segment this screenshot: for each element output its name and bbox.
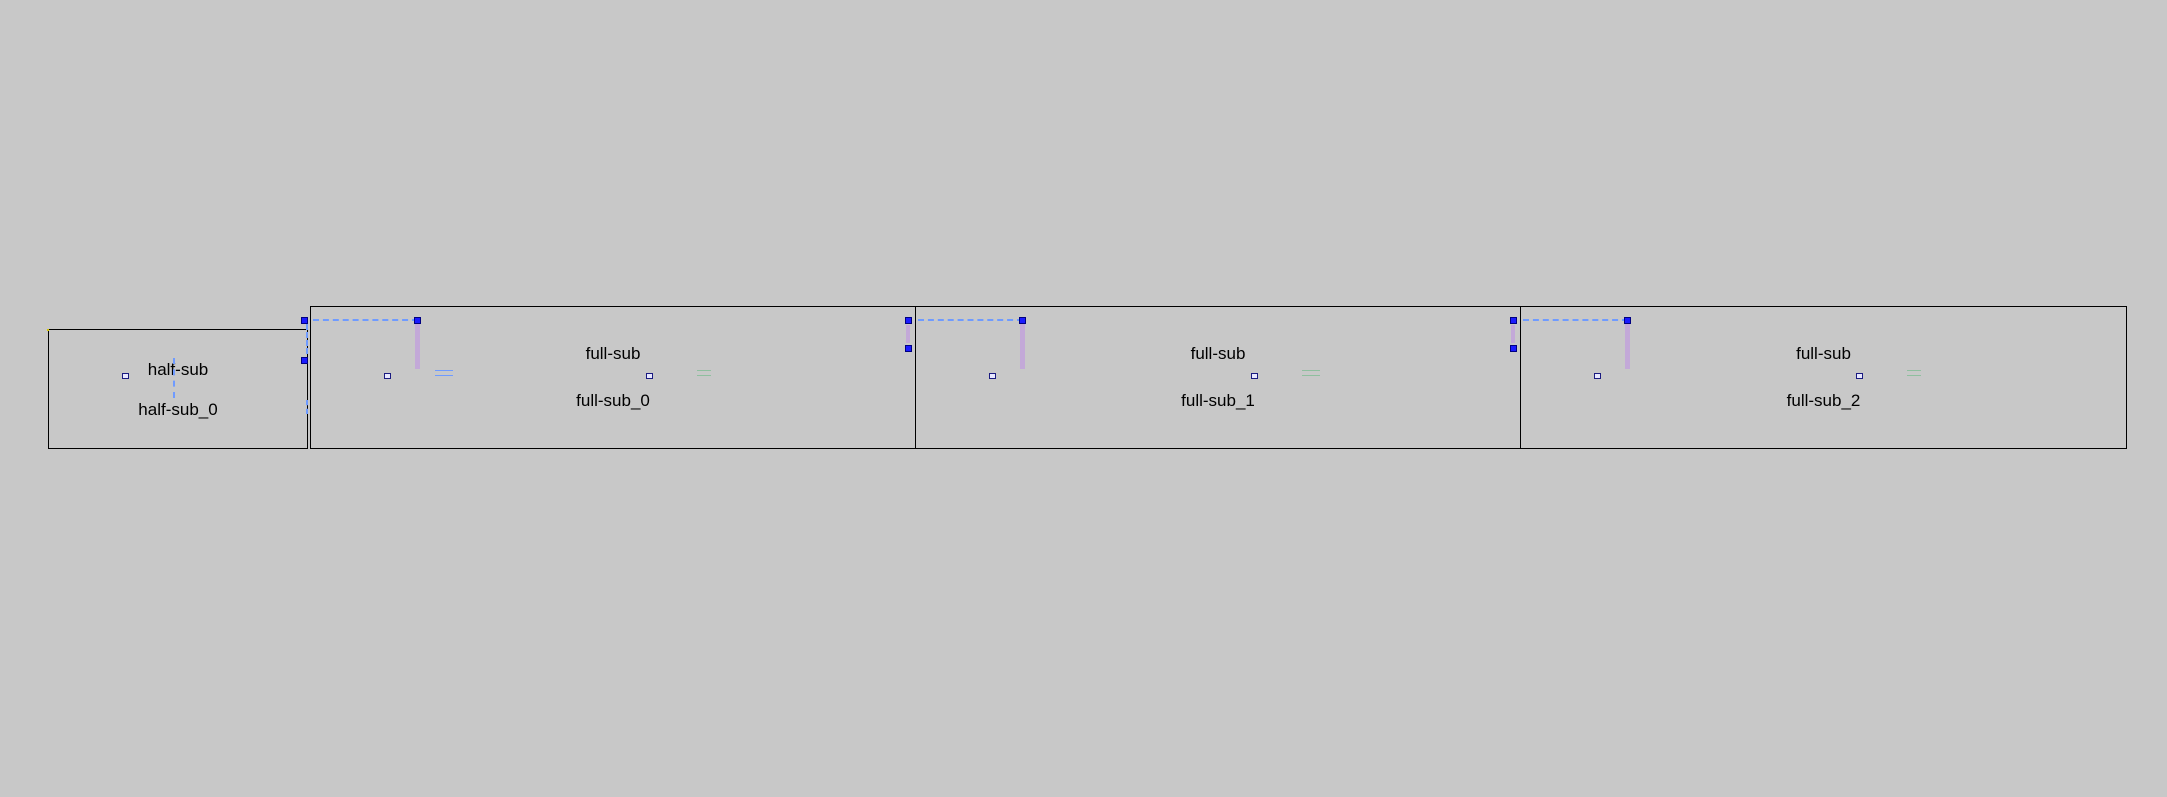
boundary-port[interactable] (905, 345, 912, 352)
block-full-sub-2[interactable]: full-sub full-sub_2 (1520, 306, 2127, 449)
block-instance-label: full-sub_2 (1786, 391, 1861, 410)
block-half-sub-0[interactable]: half-sub half-sub_0 (47, 329, 308, 449)
internal-wire (173, 358, 175, 398)
yellow-marker (47, 329, 49, 331)
input-port[interactable] (384, 373, 391, 379)
input-port[interactable] (1594, 373, 1601, 379)
net-tag (1907, 370, 1921, 376)
carry-wire (313, 319, 418, 321)
block-type-label: full-sub (1796, 344, 1851, 363)
boundary-wire (306, 400, 308, 414)
boundary-bus (1511, 325, 1515, 343)
output-port[interactable] (1624, 317, 1631, 324)
boundary-port[interactable] (905, 317, 912, 324)
bus-wire (1020, 321, 1025, 369)
carry-wire (918, 319, 1023, 321)
net-tag (697, 370, 711, 376)
carry-wire (1523, 319, 1628, 321)
boundary-wire (306, 324, 308, 354)
block-instance-label: full-sub_1 (1181, 391, 1255, 410)
block-full-sub-1[interactable]: full-sub full-sub_1 (915, 306, 1521, 449)
input-port[interactable] (646, 373, 653, 379)
boundary-port[interactable] (1510, 345, 1517, 352)
input-port[interactable] (122, 373, 129, 379)
boundary-port[interactable] (301, 357, 308, 364)
bus-wire (1625, 321, 1630, 369)
boundary-bus (906, 325, 910, 343)
block-instance-label: half-sub_0 (138, 400, 218, 419)
block-type-label: full-sub (1190, 344, 1246, 363)
bus-wire (415, 321, 420, 369)
boundary-port[interactable] (301, 317, 308, 324)
input-port[interactable] (1251, 373, 1258, 379)
boundary-port[interactable] (1510, 317, 1517, 324)
input-port[interactable] (1856, 373, 1863, 379)
output-port[interactable] (1019, 317, 1026, 324)
block-type-label: half-sub (147, 360, 209, 379)
output-port[interactable] (414, 317, 421, 324)
block-instance-label: full-sub_0 (576, 391, 650, 410)
block-full-sub-0[interactable]: full-sub full-sub_0 (310, 306, 916, 449)
net-tag (1302, 370, 1320, 376)
net-tag (435, 370, 453, 376)
block-type-label: full-sub (585, 344, 641, 363)
input-port[interactable] (989, 373, 996, 379)
